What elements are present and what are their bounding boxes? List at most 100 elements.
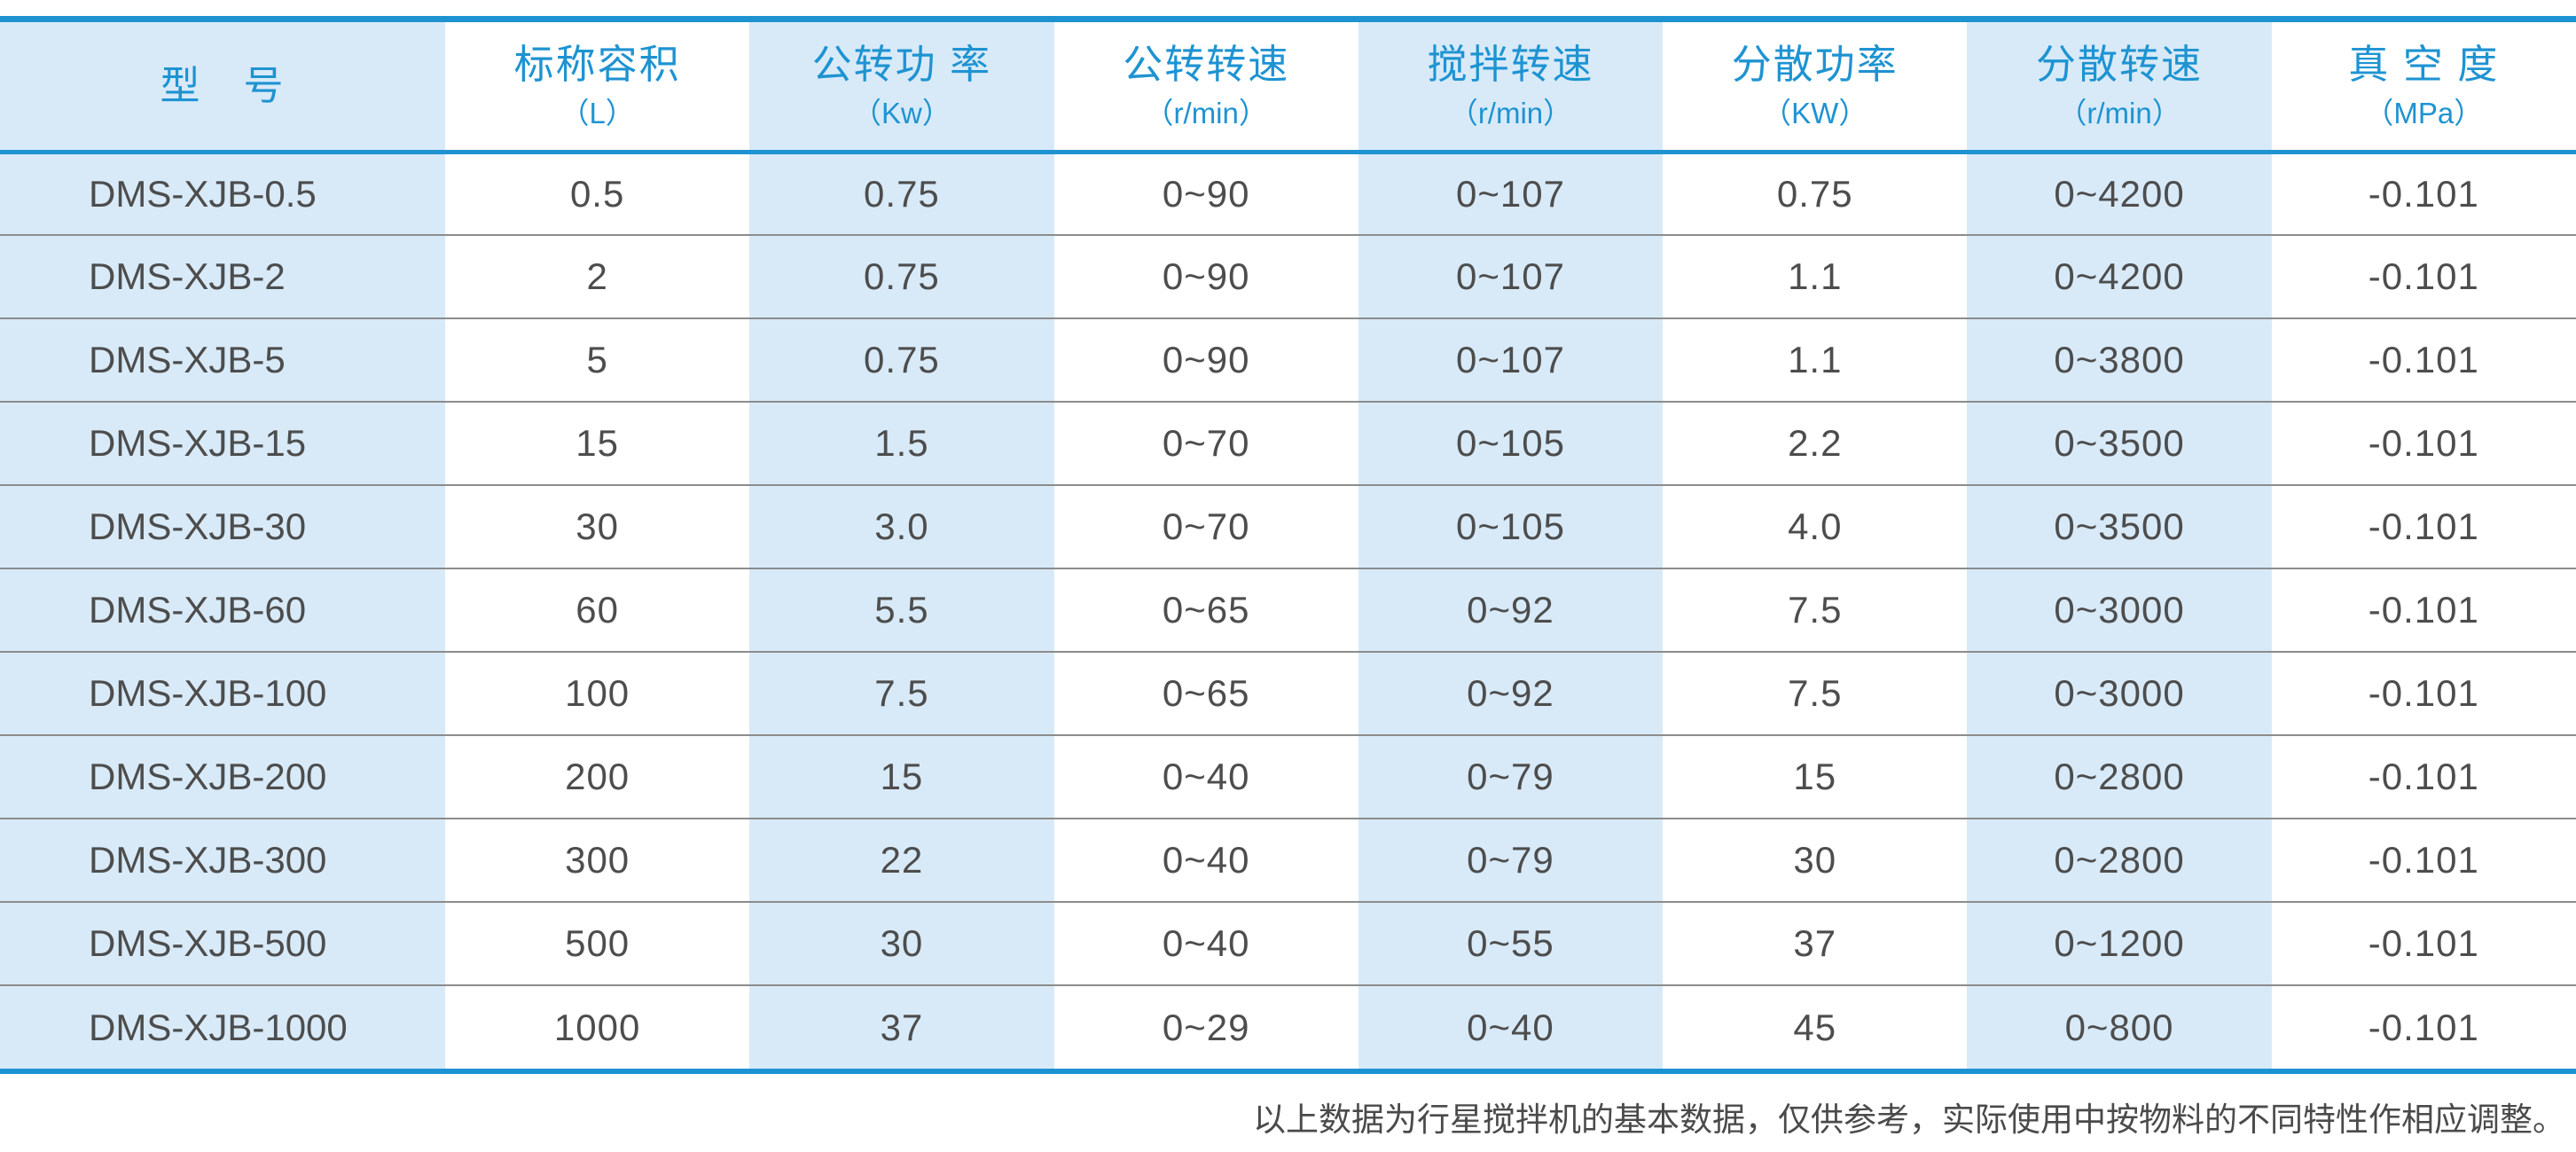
value-cell-revolution_power: 5.5 (749, 568, 1054, 653)
value-cell-nominal_volume: 200 (445, 735, 750, 819)
value-cell-nominal_volume: 500 (445, 902, 750, 986)
value-cell-revolution_speed: 0~70 (1053, 485, 1358, 569)
table-row: DMS-XJB-300 300 22 0~40 0~79 30 0~2800 -0.101 (0, 819, 2576, 903)
top-border-line (0, 16, 2576, 22)
header-label: 公转转速 (1123, 41, 1290, 87)
value-cell-dispersing_speed: 0~2800 (1967, 735, 2272, 819)
value-cell-revolution_speed: 0~90 (1053, 318, 1358, 403)
value-cell-dispersing_speed: 0~800 (1967, 985, 2272, 1069)
value-cell-vacuum_degree: -0.101 (2271, 819, 2576, 903)
header-unit: （Kw） (852, 96, 951, 129)
value-cell-vacuum_degree: -0.101 (2271, 652, 2576, 736)
value-cell-dispersing_speed: 0~3500 (1967, 485, 2272, 569)
value-cell-vacuum_degree: -0.101 (2271, 402, 2576, 486)
value-cell-dispersing_power: 15 (1663, 735, 1968, 819)
value-cell-revolution_speed: 0~40 (1053, 902, 1358, 986)
value-cell-stirring_speed: 0~40 (1358, 985, 1664, 1069)
value-cell-vacuum_degree: -0.101 (2271, 735, 2576, 819)
model-cell: DMS-XJB-500 (0, 902, 445, 986)
value-cell-stirring_speed: 0~55 (1358, 902, 1664, 986)
column-header-stirring_speed: 搅拌转速 （r/min） (1358, 22, 1664, 154)
header-unit: （r/min） (2057, 96, 2181, 129)
header-label: 搅拌转速 (1427, 41, 1594, 87)
value-cell-nominal_volume: 300 (445, 819, 750, 903)
value-cell-revolution_speed: 0~65 (1053, 568, 1358, 653)
value-cell-stirring_speed: 0~107 (1358, 152, 1664, 236)
value-cell-vacuum_degree: -0.101 (2271, 568, 2576, 653)
column-header-vacuum_degree: 真 空 度 （MPa） (2271, 22, 2576, 154)
value-cell-dispersing_power: 2.2 (1663, 402, 1968, 486)
table-row: DMS-XJB-500 500 30 0~40 0~55 37 0~1200 -0.101 (0, 902, 2576, 986)
value-cell-nominal_volume: 15 (445, 402, 750, 486)
table-body: DMS-XJB-0.5 0.5 0.75 0~90 0~107 0.75 0~4200 -0.… (0, 152, 2576, 1069)
value-cell-dispersing_power: 1.1 (1663, 318, 1968, 403)
footer-note: 以上数据为行星搅拌机的基本数据，仅供参考，实际使用中按物料的不同特性作相应调整。 (1253, 1101, 2565, 1139)
value-cell-revolution_speed: 0~40 (1053, 819, 1358, 903)
table-row: DMS-XJB-15 15 1.5 0~70 0~105 2.2 0~3500 -0.101 (0, 402, 2576, 486)
header-row: 型 号 标称容积 （L） 公转功 率 （Kw） 公转转速 （r/min） 搅拌转速 （r/min… (0, 22, 2576, 154)
model-cell: DMS-XJB-30 (0, 485, 445, 569)
value-cell-revolution_power: 3.0 (749, 485, 1054, 569)
value-cell-nominal_volume: 0.5 (445, 152, 750, 236)
value-cell-revolution_speed: 0~65 (1053, 652, 1358, 736)
value-cell-dispersing_speed: 0~3000 (1967, 652, 2272, 736)
column-header-nominal_volume: 标称容积 （L） (445, 22, 750, 154)
value-cell-nominal_volume: 30 (445, 485, 750, 569)
value-cell-stirring_speed: 0~107 (1358, 318, 1664, 403)
value-cell-dispersing_power: 30 (1663, 819, 1968, 903)
header-unit: （KW） (1762, 96, 1868, 129)
spec-table: 型 号 标称容积 （L） 公转功 率 （Kw） 公转转速 （r/min） 搅拌转速 （r/min… (0, 22, 2576, 1069)
table-row: DMS-XJB-2 2 0.75 0~90 0~107 1.1 0~4200 -0.101 (0, 235, 2576, 319)
value-cell-revolution_speed: 0~90 (1053, 152, 1358, 236)
header-unit: （MPa） (2364, 96, 2484, 129)
model-cell: DMS-XJB-1000 (0, 985, 445, 1069)
value-cell-revolution_power: 30 (749, 902, 1054, 986)
column-header-model: 型 号 (0, 22, 445, 154)
value-cell-revolution_speed: 0~70 (1053, 402, 1358, 486)
value-cell-dispersing_speed: 0~1200 (1967, 902, 2272, 986)
value-cell-nominal_volume: 5 (445, 318, 750, 403)
header-unit: （r/min） (1448, 96, 1573, 129)
value-cell-revolution_power: 37 (749, 985, 1054, 1069)
value-cell-dispersing_power: 1.1 (1663, 235, 1968, 319)
value-cell-revolution_speed: 0~40 (1053, 735, 1358, 819)
table-row: DMS-XJB-0.5 0.5 0.75 0~90 0~107 0.75 0~4200 -0.… (0, 152, 2576, 236)
header-label: 标称容积 (513, 41, 681, 87)
header-label: 分散转速 (2036, 41, 2204, 87)
value-cell-dispersing_speed: 0~4200 (1967, 235, 2272, 319)
value-cell-revolution_power: 0.75 (749, 235, 1054, 319)
value-cell-vacuum_degree: -0.101 (2271, 902, 2576, 986)
table-row: DMS-XJB-60 60 5.5 0~65 0~92 7.5 0~3000 -0.101 (0, 568, 2576, 653)
value-cell-stirring_speed: 0~105 (1358, 485, 1664, 569)
header-label: 型 号 (160, 62, 286, 108)
value-cell-vacuum_degree: -0.101 (2271, 485, 2576, 569)
column-header-revolution_power: 公转功 率 （Kw） (749, 22, 1054, 154)
value-cell-dispersing_power: 37 (1663, 902, 1968, 986)
value-cell-nominal_volume: 100 (445, 652, 750, 736)
value-cell-revolution_power: 0.75 (749, 318, 1054, 403)
table-row: DMS-XJB-5 5 0.75 0~90 0~107 1.1 0~3800 -0.101 (0, 318, 2576, 403)
value-cell-vacuum_degree: -0.101 (2368, 1006, 2479, 1048)
value-cell-dispersing_speed: 0~2800 (1967, 819, 2272, 903)
value-cell-dispersing_power: 7.5 (1663, 652, 1968, 736)
value-cell-stirring_speed: 0~79 (1358, 735, 1664, 819)
table-row: DMS-XJB-1000 1000 37 0~29 0~40 45 0~800 -0.101 (0, 985, 2576, 1069)
table-row: DMS-XJB-30 30 3.0 0~70 0~105 4.0 0~3500 -0.101 (0, 485, 2576, 569)
value-cell-dispersing_power: 4.0 (1663, 485, 1968, 569)
value-cell-dispersing_speed: 0~3500 (1967, 402, 2272, 486)
model-cell: DMS-XJB-100 (0, 652, 445, 736)
value-cell-dispersing_power: 45 (1793, 1006, 1837, 1048)
model-cell: DMS-XJB-300 (0, 819, 445, 903)
bottom-border-line (0, 1069, 2576, 1074)
column-header-revolution_speed: 公转转速 （r/min） (1053, 22, 1358, 154)
model-cell: DMS-XJB-200 (0, 735, 445, 819)
value-cell-revolution_speed: 0~29 (1162, 1006, 1250, 1048)
value-cell-dispersing_speed: 0~3800 (1967, 318, 2272, 403)
header-label: 公转功 率 (811, 41, 992, 87)
model-cell: DMS-XJB-2 (0, 235, 445, 319)
table-header: 型 号 标称容积 （L） 公转功 率 （Kw） 公转转速 （r/min） 搅拌转速 （r/min… (0, 22, 2576, 154)
value-cell-revolution_power: 15 (749, 735, 1054, 819)
value-cell-nominal_volume: 1000 (553, 1006, 641, 1048)
value-cell-stirring_speed: 0~79 (1358, 819, 1664, 903)
